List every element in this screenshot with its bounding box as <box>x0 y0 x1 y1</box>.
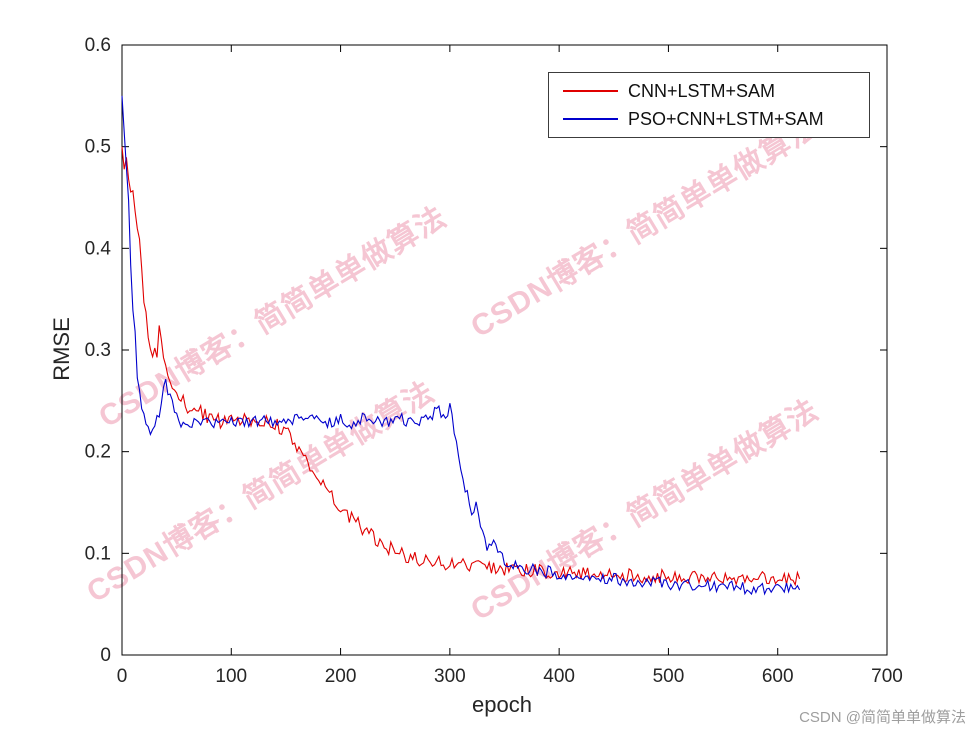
y-tick-label: 0.4 <box>85 238 112 259</box>
x-tick-label: 400 <box>543 666 575 687</box>
legend-line-sample-blue <box>563 118 618 120</box>
credit-watermark: CSDN @简简单单做算法 <box>799 709 966 726</box>
y-axis-label: RMSE <box>48 317 74 381</box>
legend-entry-cnn-lstm-sam: CNN+LSTM+SAM <box>549 81 869 101</box>
legend-entry-pso-cnn-lstm-sam: PSO+CNN+LSTM+SAM <box>549 109 869 129</box>
x-tick-label: 600 <box>762 666 794 687</box>
series-line-0 <box>121 146 801 587</box>
x-tick-label: 200 <box>325 666 357 687</box>
legend: CNN+LSTM+SAM PSO+CNN+LSTM+SAM <box>548 72 870 138</box>
legend-label: CNN+LSTM+SAM <box>628 80 776 101</box>
x-tick-label: 300 <box>434 666 466 687</box>
x-tick-label: 700 <box>871 666 903 687</box>
y-tick-label: 0.5 <box>85 137 111 158</box>
x-tick-label: 500 <box>653 666 685 687</box>
y-tick-label: 0.2 <box>85 442 111 463</box>
x-axis-label: epoch <box>472 692 532 717</box>
legend-label: PSO+CNN+LSTM+SAM <box>628 108 824 129</box>
legend-line-sample-red <box>563 90 618 92</box>
y-tick-label: 0.6 <box>85 35 111 56</box>
y-tick-label: 0.3 <box>85 340 111 361</box>
y-tick-label: 0 <box>100 645 111 666</box>
series-line-1 <box>121 95 801 596</box>
x-tick-label: 0 <box>117 666 128 687</box>
y-tick-label: 0.1 <box>85 543 111 564</box>
x-tick-label: 100 <box>215 666 247 687</box>
